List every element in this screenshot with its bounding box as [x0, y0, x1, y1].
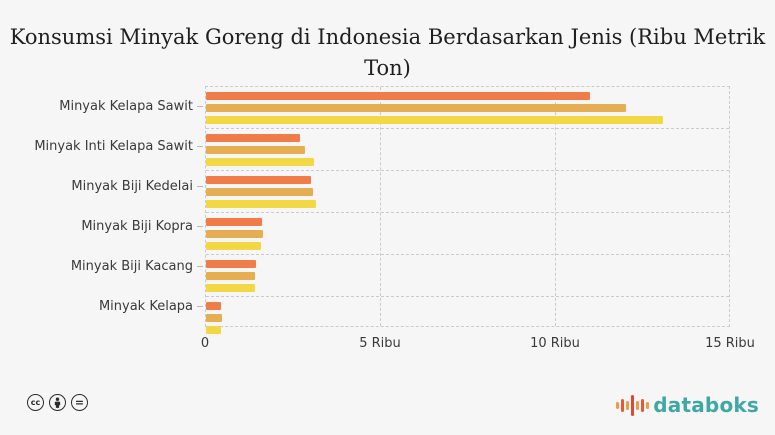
- category-label-text: Minyak Kelapa Sawit: [59, 98, 193, 114]
- person-icon: [54, 397, 61, 408]
- category-label-text: Minyak Biji Kedelai: [71, 178, 193, 194]
- x-axis-label-0: 0: [200, 336, 210, 351]
- axis-tick-mark: [197, 105, 203, 107]
- x-axis-labels: 0 5 Ribu 10 Ribu 15 Ribu: [201, 336, 755, 354]
- databoks-logo[interactable]: databoks: [616, 392, 759, 418]
- logo-bar: [626, 400, 630, 410]
- axis-tick-mark: [197, 266, 203, 268]
- category-label-text: Minyak Kelapa: [98, 299, 193, 315]
- bar-series-middle-1: [206, 104, 627, 112]
- bar-group-4: [206, 212, 729, 254]
- category-label-2: Minyak Inti Kelapa Sawit: [0, 126, 203, 166]
- chart-title-line1: Konsumsi Minyak Goreng di Indonesia Berd…: [9, 25, 766, 49]
- databoks-logo-text: databoks: [653, 393, 759, 417]
- bar-series-top-6: [206, 302, 221, 310]
- cc-license-icon[interactable]: cc: [27, 394, 44, 411]
- bar-series-middle-2: [206, 146, 306, 154]
- logo-bar: [646, 401, 650, 409]
- axis-tick-mark: [197, 306, 203, 308]
- bar-group-2: [206, 128, 729, 170]
- bar-series-bottom-6: [206, 326, 221, 334]
- bar-series-top-5: [206, 260, 256, 268]
- category-label-6: Minyak Kelapa: [0, 287, 203, 327]
- x-axis-label-5-ribu: 5 Ribu: [359, 336, 401, 351]
- bar-group-5: [206, 254, 729, 296]
- category-axis: Minyak Kelapa Sawit Minyak Inti Kelapa Sa…: [0, 86, 203, 327]
- category-label-text: Minyak Inti Kelapa Sawit: [34, 138, 193, 154]
- category-label-4: Minyak Biji Kopra: [0, 207, 203, 247]
- logo-bar: [621, 398, 625, 412]
- axis-tick-mark: [197, 145, 203, 147]
- logo-bar: [636, 400, 640, 410]
- bar-group-1: [206, 87, 729, 128]
- x-axis-label-15-ribu: 15 Ribu: [705, 336, 755, 351]
- databoks-logo-icon: [616, 392, 650, 418]
- category-label-5: Minyak Biji Kacang: [0, 247, 203, 287]
- bar-series-bottom-2: [206, 158, 315, 166]
- category-label-text: Minyak Biji Kopra: [81, 219, 193, 235]
- chart-title-line2: Ton): [364, 56, 411, 80]
- logo-bar: [616, 401, 620, 409]
- chart-title: Konsumsi Minyak Goreng di Indonesia Berd…: [0, 22, 775, 84]
- bar-series-middle-3: [206, 188, 314, 196]
- bar-series-top-4: [206, 218, 262, 226]
- bar-series-middle-5: [206, 272, 255, 280]
- axis-tick-mark: [197, 226, 203, 228]
- gridline-5-ribu: [380, 87, 382, 326]
- logo-bar: [641, 398, 645, 412]
- chart-plot-area: [205, 86, 730, 334]
- cc-by-icon[interactable]: [49, 394, 66, 411]
- bar-series-middle-6: [206, 314, 222, 322]
- gridline-10-ribu: [554, 87, 556, 326]
- category-label-3: Minyak Biji Kedelai: [0, 166, 203, 206]
- category-label-1: Minyak Kelapa Sawit: [0, 86, 203, 126]
- bar-series-top-1: [206, 92, 590, 100]
- bar-series-bottom-4: [206, 242, 261, 250]
- bar-group-3: [206, 170, 729, 212]
- bar-group-6: [206, 296, 729, 338]
- bar-series-top-3: [206, 176, 311, 184]
- bar-series-bottom-3: [206, 200, 316, 208]
- axis-tick-mark: [197, 185, 203, 187]
- cc-license-icons: cc =: [27, 394, 88, 411]
- category-label-text: Minyak Biji Kacang: [70, 259, 193, 275]
- cc-nd-icon[interactable]: =: [71, 394, 88, 411]
- bar-series-bottom-5: [206, 284, 255, 292]
- logo-bar: [631, 394, 635, 416]
- bar-series-bottom-1: [206, 116, 663, 124]
- x-axis-label-10-ribu: 10 Ribu: [530, 336, 580, 351]
- bar-series-middle-4: [206, 230, 264, 238]
- bar-series-top-2: [206, 134, 301, 142]
- bar-rows: [206, 87, 729, 334]
